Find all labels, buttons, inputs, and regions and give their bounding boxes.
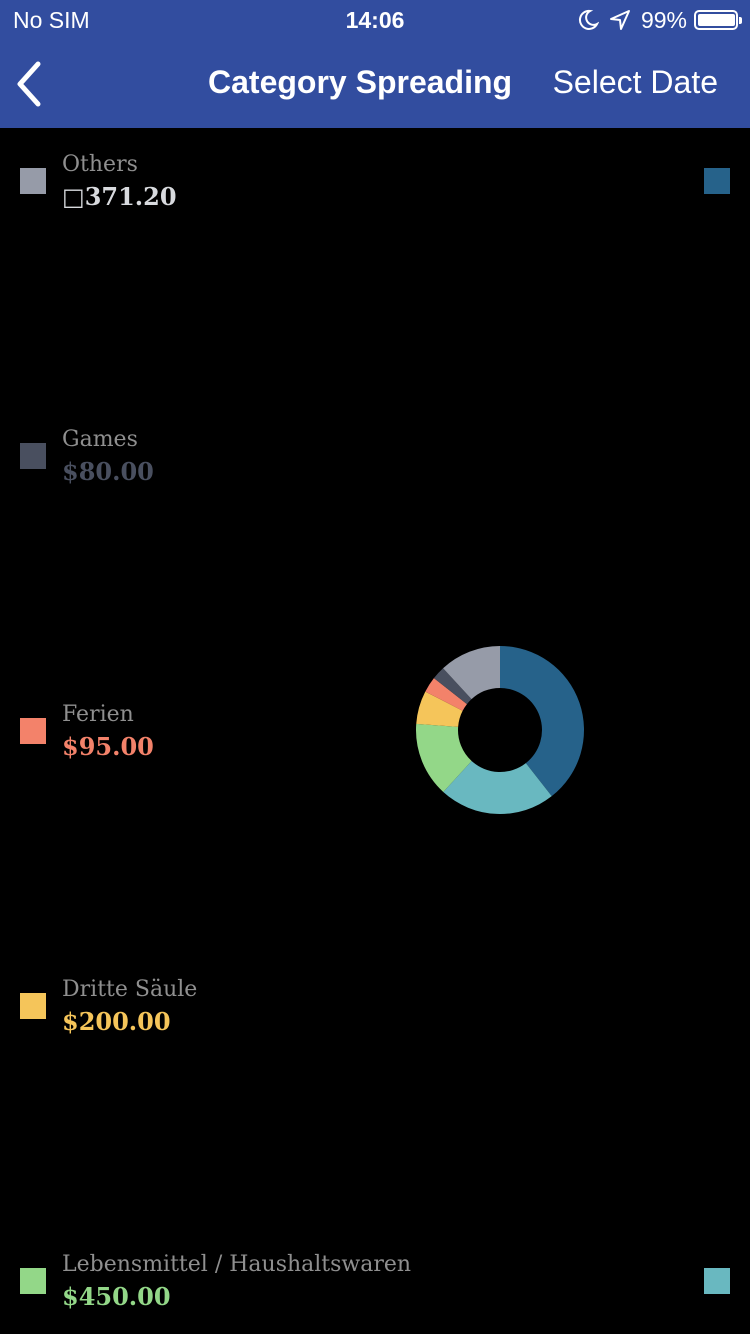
select-date-button[interactable]: Select Date [552,64,718,100]
donut-slice-dritte-s-ule[interactable] [416,691,463,727]
battery-icon [694,10,742,30]
others-value-prefix: □ [62,182,85,211]
lebensmittel-name: Lebensmittel / Haushaltswaren [62,1252,412,1277]
page-title: Category Spreading [208,64,513,100]
donut-chart[interactable] [410,640,590,820]
ferien-value: $95.00 [62,732,154,761]
battery-percent: 99% [640,6,687,33]
legend-row-1: Others □371.20 Miete $1,235.00 [0,128,750,228]
dritte-saeule-value: $200.00 [62,1007,171,1036]
status-right: 99% [577,6,742,34]
others-value: □371.20 [62,182,177,211]
dritte-saeule-swatch [20,993,46,1019]
chevron-left-icon[interactable] [10,58,54,110]
others-swatch [20,168,46,194]
ferien-name: Ferien [62,702,134,727]
donut-slice-steuern[interactable] [443,760,552,814]
chart-area: Others □371.20 Miete $1,235.00 Games $80… [0,128,750,1334]
status-time: 14:06 [345,7,405,33]
legend-row-2: Games $80.00 [0,403,750,503]
carrier-label: No SIM [13,7,90,33]
donut-slice-others[interactable] [443,646,500,700]
donut-slice-ferien[interactable] [425,678,467,711]
dritte-saeule-name: Dritte Säule [62,977,198,1002]
donut-slice-games[interactable] [433,668,472,705]
legend-row-5: Lebensmittel / Haushaltswaren $450.00 St… [0,1228,750,1328]
games-swatch [20,443,46,469]
games-name: Games [62,427,138,452]
lebensmittel-swatch [20,1268,46,1294]
miete-swatch [704,168,730,194]
lebensmittel-value: $450.00 [62,1282,171,1311]
steuern-swatch [704,1268,730,1294]
status-bar: No SIM 14:06 99% [0,0,750,40]
games-value: $80.00 [62,457,154,486]
nav-bar: Category Spreading Select Date [0,40,750,128]
legend-row-4: Dritte Säule $200.00 [0,953,750,1053]
others-name: Others [62,152,138,177]
donut-slice-lebensmittel-haushaltswaren[interactable] [416,723,472,792]
legend-row-3: Ferien $95.00 [0,678,750,778]
ferien-swatch [20,718,46,744]
header: No SIM 14:06 99% Category Spreading Sele… [0,0,750,128]
moon-icon [578,9,599,30]
location-arrow-icon [609,10,630,30]
donut-slice-miete[interactable] [500,646,584,797]
others-value-number: 371.20 [84,182,177,211]
